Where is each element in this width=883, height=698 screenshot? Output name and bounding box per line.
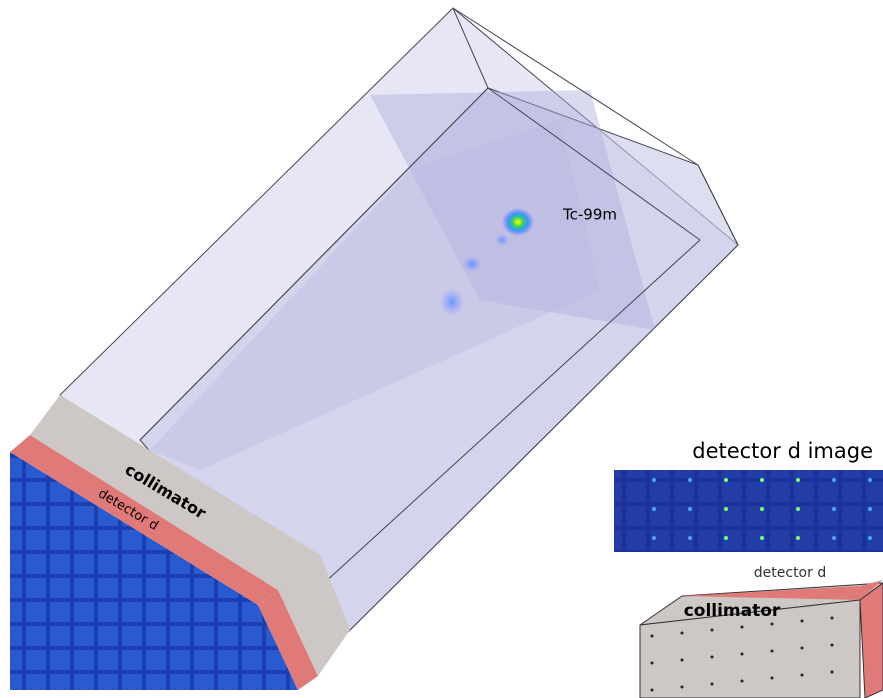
hole bbox=[831, 617, 834, 620]
inset-detector-label: detector d bbox=[754, 565, 826, 581]
hole bbox=[741, 653, 744, 656]
image-spot bbox=[652, 478, 656, 482]
image-spot bbox=[796, 536, 800, 540]
image-spot bbox=[652, 536, 656, 540]
hole bbox=[741, 680, 744, 683]
hole bbox=[681, 632, 684, 635]
hole bbox=[741, 626, 744, 629]
hotspot bbox=[502, 208, 534, 236]
hole bbox=[681, 659, 684, 662]
hole bbox=[771, 623, 774, 626]
image-spot bbox=[688, 478, 692, 482]
hole bbox=[651, 689, 654, 692]
hole bbox=[831, 644, 834, 647]
hole bbox=[711, 656, 714, 659]
hole bbox=[711, 683, 714, 686]
inset-title: detector d image bbox=[692, 439, 873, 463]
image-spot bbox=[868, 507, 872, 511]
image-spot bbox=[832, 536, 836, 540]
image-spot bbox=[868, 478, 872, 482]
hole bbox=[831, 671, 834, 674]
image-spot bbox=[760, 478, 764, 482]
hole bbox=[681, 686, 684, 689]
hole bbox=[801, 620, 804, 623]
hole bbox=[801, 647, 804, 650]
image-spot bbox=[796, 507, 800, 511]
inset-detector-side bbox=[860, 583, 883, 698]
hole bbox=[771, 650, 774, 653]
inset: detector d image detector d collimator bbox=[614, 439, 883, 698]
hole bbox=[651, 662, 654, 665]
diagram: Tc-99m collimator detector d detector d … bbox=[0, 0, 883, 698]
image-spot bbox=[652, 507, 656, 511]
spot bbox=[440, 288, 464, 316]
image-spot bbox=[724, 536, 728, 540]
image-spot bbox=[832, 478, 836, 482]
image-spot bbox=[868, 536, 872, 540]
image-spot bbox=[760, 507, 764, 511]
hole bbox=[771, 677, 774, 680]
image-spot bbox=[760, 536, 764, 540]
source-label: Tc-99m bbox=[562, 206, 617, 224]
image-spot bbox=[832, 507, 836, 511]
image-spot bbox=[724, 507, 728, 511]
hole bbox=[711, 629, 714, 632]
image-spot bbox=[796, 478, 800, 482]
inset-collimator-label: collimator bbox=[684, 601, 781, 621]
spot bbox=[462, 256, 482, 272]
image-spot bbox=[688, 507, 692, 511]
spot bbox=[495, 234, 509, 246]
hole bbox=[651, 635, 654, 638]
page: {"scene": {"source": "Tc-99m", "collimat… bbox=[0, 0, 883, 698]
image-spot bbox=[724, 478, 728, 482]
image-spot bbox=[688, 536, 692, 540]
hole bbox=[801, 674, 804, 677]
